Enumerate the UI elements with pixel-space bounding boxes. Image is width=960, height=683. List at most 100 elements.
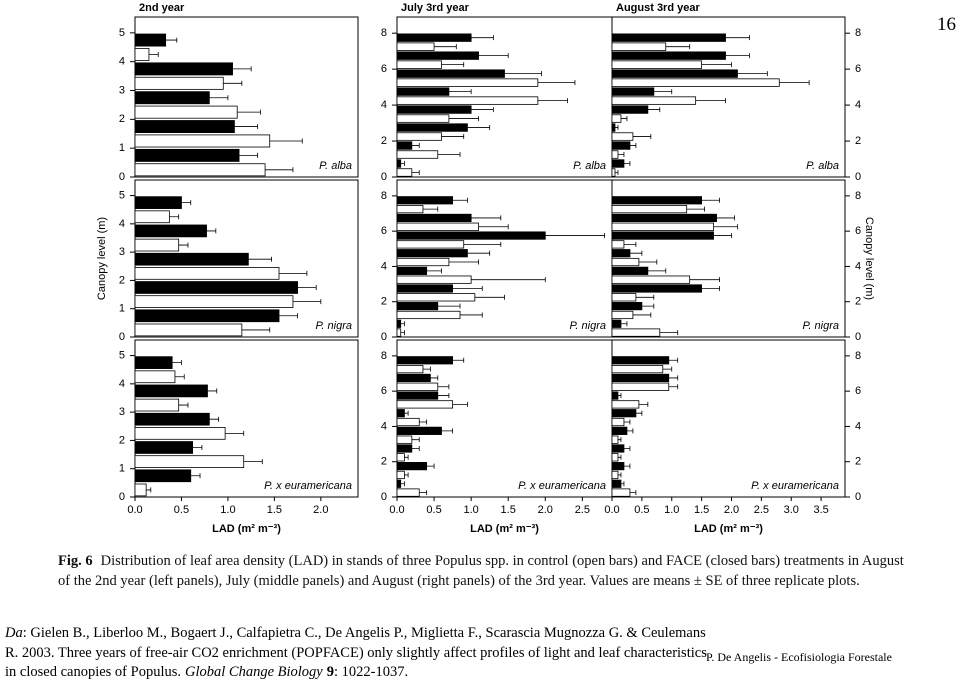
error-bar bbox=[617, 437, 622, 443]
bar bbox=[611, 400, 640, 409]
bar bbox=[396, 213, 472, 223]
y-tick-label: 2 bbox=[381, 296, 387, 308]
error-bar bbox=[209, 95, 229, 101]
bar bbox=[396, 42, 435, 51]
bar bbox=[611, 159, 625, 168]
y-tick-label: 6 bbox=[855, 385, 861, 397]
panel-title: 2nd year bbox=[139, 2, 185, 14]
error-bar bbox=[653, 89, 673, 95]
error-bar bbox=[632, 134, 652, 140]
bar bbox=[134, 196, 182, 209]
bar bbox=[611, 96, 697, 105]
bar bbox=[611, 275, 691, 284]
error-bar bbox=[463, 241, 502, 247]
error-bar bbox=[426, 463, 435, 469]
x-tick-label: 2.0 bbox=[724, 504, 739, 516]
panel-title: August 3rd year bbox=[616, 2, 700, 14]
y-tick-label: 0 bbox=[855, 491, 861, 503]
x-tick-label: 1.5 bbox=[501, 504, 516, 516]
bar bbox=[611, 373, 670, 383]
y-tick-label: 2 bbox=[381, 135, 387, 147]
error-bar bbox=[181, 200, 192, 206]
bar bbox=[396, 356, 454, 365]
error-bar bbox=[419, 490, 428, 496]
species-label: P. alba bbox=[573, 160, 606, 172]
bar bbox=[611, 123, 616, 132]
error-bar bbox=[452, 401, 468, 407]
error-bar bbox=[471, 215, 502, 221]
x-tick-label: 1.5 bbox=[694, 504, 709, 516]
error-bar bbox=[725, 35, 750, 41]
bar bbox=[611, 435, 619, 444]
error-bar bbox=[448, 89, 472, 95]
y-tick-label: 5 bbox=[119, 27, 125, 39]
error-bar bbox=[504, 71, 542, 77]
x-tick-label: 3.0 bbox=[784, 504, 799, 516]
panel-title: July 3rd year bbox=[401, 2, 470, 14]
bar bbox=[396, 159, 402, 168]
y-tick-label: 2 bbox=[855, 135, 861, 147]
bar bbox=[396, 205, 424, 214]
y-tick-label: 4 bbox=[381, 420, 387, 432]
y-tick-label: 0 bbox=[119, 491, 125, 503]
bar bbox=[396, 444, 413, 453]
error-bar bbox=[725, 53, 750, 59]
error-bar bbox=[623, 445, 631, 451]
species-label: P. x euramericana bbox=[518, 480, 606, 492]
error-bar bbox=[279, 313, 299, 319]
error-bar bbox=[623, 161, 631, 167]
species-label: P. x euramericana bbox=[264, 480, 352, 492]
bar bbox=[611, 222, 714, 231]
error-bar bbox=[638, 401, 649, 407]
bar bbox=[611, 356, 670, 365]
bar bbox=[396, 114, 450, 123]
y-tick-label: 4 bbox=[381, 260, 387, 272]
bar bbox=[134, 76, 224, 90]
y-tick-label: 3 bbox=[119, 84, 125, 96]
y-tick-label: 4 bbox=[119, 218, 125, 230]
x-tick-label: 1.0 bbox=[463, 504, 478, 516]
bar bbox=[611, 293, 637, 302]
error-bar bbox=[620, 321, 628, 327]
error-bar bbox=[537, 98, 568, 104]
x-axis-label: LAD (m² m⁻³) bbox=[470, 523, 539, 535]
error-bar bbox=[234, 124, 259, 130]
y-tick-label: 8 bbox=[855, 190, 861, 202]
y-tick-label: 2 bbox=[855, 296, 861, 308]
error-bar bbox=[635, 294, 655, 300]
error-bar bbox=[614, 125, 619, 131]
bar bbox=[611, 417, 625, 427]
bar bbox=[611, 257, 640, 267]
error-bar bbox=[779, 80, 810, 86]
error-bar bbox=[474, 294, 505, 300]
error-bar bbox=[411, 143, 420, 149]
x-tick-label: 0.5 bbox=[426, 504, 441, 516]
error-bar bbox=[701, 62, 732, 68]
y-tick-label: 1 bbox=[119, 142, 125, 154]
error-bar bbox=[701, 197, 720, 203]
y-tick-label: 0 bbox=[855, 171, 861, 183]
bar bbox=[134, 210, 170, 224]
bar bbox=[134, 427, 226, 440]
bar bbox=[611, 231, 714, 240]
bar bbox=[611, 382, 670, 391]
bar bbox=[396, 132, 442, 141]
x-axis-label: LAD (m² m⁻³) bbox=[694, 523, 763, 535]
citation: Da: Gielen B., Liberloo M., Bogaert J., … bbox=[5, 624, 717, 683]
error-bar bbox=[441, 134, 465, 140]
error-bar bbox=[460, 312, 483, 318]
bar bbox=[611, 69, 738, 78]
y-tick-label: 4 bbox=[119, 56, 125, 68]
bar bbox=[134, 398, 180, 412]
bar bbox=[396, 479, 402, 488]
error-bar bbox=[617, 454, 622, 460]
species-label: P. nigra bbox=[803, 320, 840, 332]
bar bbox=[611, 196, 703, 205]
bar bbox=[396, 123, 468, 132]
bar bbox=[611, 60, 703, 69]
bar bbox=[134, 134, 271, 148]
y-tick-label: 0 bbox=[381, 331, 387, 343]
bar bbox=[134, 370, 176, 384]
x-tick-label: 2.5 bbox=[754, 504, 769, 516]
bar bbox=[611, 302, 643, 311]
